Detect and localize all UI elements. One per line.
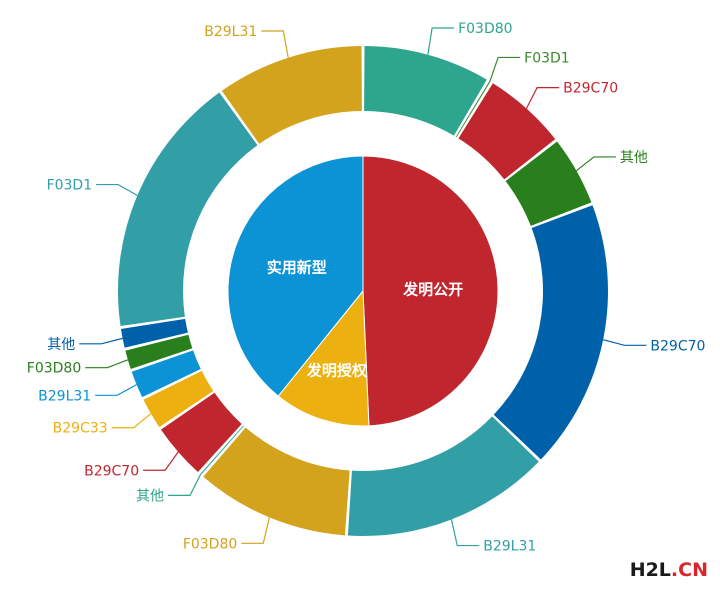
inner-slice [227,155,364,397]
leader-lines [79,27,647,547]
inner-slice [362,155,499,427]
outer-slice-label: B29C33 [53,421,108,437]
outer-slice [125,334,193,369]
outer-slice [203,427,350,536]
leader-line [241,517,270,544]
inner-pie [227,155,499,427]
outer-slice-label: F03D1 [524,50,570,66]
outer-slice [131,350,201,398]
outer-slice-label: B29C70 [650,338,705,354]
leader-line [95,384,137,396]
outer-slice-label: 其他 [47,337,75,353]
outer-slice-label: B29C70 [563,81,618,97]
inner-slice-label: 实用新型 [267,259,327,277]
outer-slice [347,416,539,536]
leader-line [96,183,138,197]
outer-slice [458,83,556,180]
outer-ring-labels: F03D80 F03D1 B29C70 其他 B29C70 B29L31 B29L31 F03… [27,21,706,555]
leader-line [111,413,152,429]
leader-line [525,87,560,109]
leader-line [489,56,521,82]
outer-slice [455,81,491,138]
leader-line [602,339,647,346]
inner-slice-label: 发明授权 [306,362,368,380]
outer-slice-label: F03D80 [183,536,237,552]
inner-slice-label: 发明公开 [402,280,463,298]
outer-slice [364,46,487,136]
watermark-part2: .CN [671,559,708,581]
outer-slice-label: F03D1 [47,178,93,194]
outer-slice [160,392,242,473]
leader-line [143,451,179,471]
outer-slice-label: B29L31 [483,539,536,555]
leader-line [261,30,289,58]
outer-slice-label: 其他 [136,488,164,504]
leader-line [85,359,129,369]
outer-slice [118,92,258,327]
outer-slice [221,46,362,144]
outer-slice-label: F03D80 [458,21,512,37]
leader-line [576,156,616,172]
outer-slice [505,141,592,226]
watermark-logo: H2L.CN [630,559,708,581]
outer-slice [120,318,188,348]
outer-slice [143,370,214,428]
outer-slice [200,425,244,475]
leader-line [167,474,202,496]
inner-slice [277,289,370,427]
watermark-part1: H2L [630,559,671,581]
outer-slice-label: 其他 [620,150,648,166]
outer-slice-label: B29L31 [204,24,257,40]
leader-line [79,337,123,345]
leader-line [427,27,455,55]
outer-slice-label: F03D80 [27,361,81,377]
outer-slice-label: B29L31 [38,388,91,404]
outer-slice-label: B29C70 [84,463,139,479]
leader-line [450,519,480,547]
outer-ring [118,46,608,536]
outer-slice [493,205,608,460]
